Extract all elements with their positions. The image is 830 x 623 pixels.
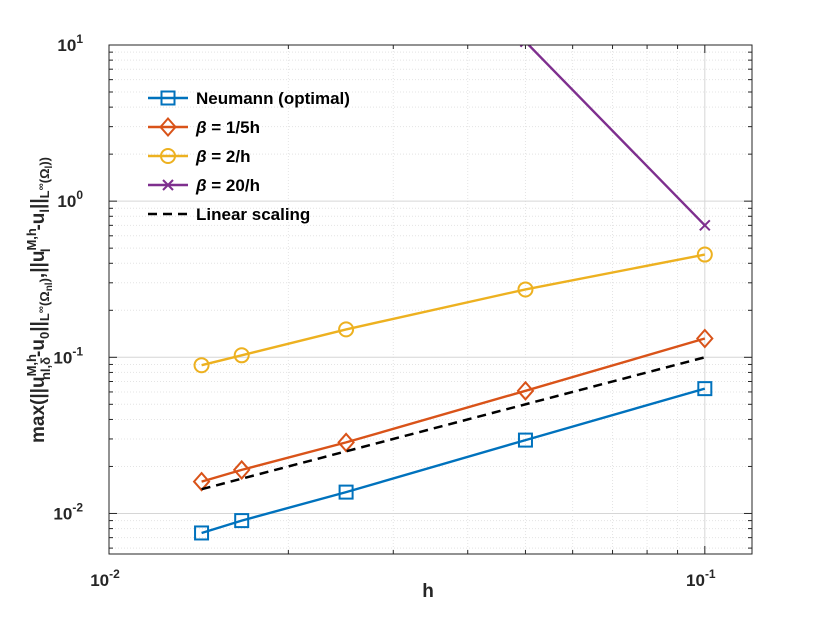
series-line xyxy=(201,337,706,483)
series-line xyxy=(201,387,706,535)
data-point xyxy=(338,321,355,338)
data-point xyxy=(517,281,534,298)
legend-item: β = 2/h xyxy=(148,147,251,166)
y-tick-label: 101 xyxy=(57,32,83,55)
legend: Neumann (optimal) β = 1/5h β = 2/h β = 20/h… xyxy=(148,89,350,224)
data-point xyxy=(338,484,354,500)
marker-stroke xyxy=(162,179,174,191)
x-tick-label: 10-2 xyxy=(90,567,120,590)
data-point xyxy=(194,525,210,541)
series-4 xyxy=(201,356,706,491)
legend-marker xyxy=(160,90,176,106)
x-axis-label: h xyxy=(422,581,434,602)
data-point xyxy=(234,513,250,529)
y-tick-label: 10-2 xyxy=(53,500,83,523)
data-point xyxy=(232,459,251,480)
series-line xyxy=(201,253,706,367)
legend-item: Neumann (optimal) xyxy=(148,89,350,108)
legend-marker xyxy=(162,179,174,191)
series-0 xyxy=(194,381,713,541)
data-point xyxy=(193,357,210,374)
y-tick-label: 10-1 xyxy=(53,344,83,367)
data-point xyxy=(695,328,714,349)
series-1 xyxy=(192,328,714,492)
legend-item: β = 1/5h xyxy=(148,116,260,138)
data-point xyxy=(699,219,711,232)
x-tick-labels: 10-2 10-1 xyxy=(90,567,716,590)
legend-item: Linear scaling xyxy=(148,205,310,224)
series-layer xyxy=(192,45,714,541)
legend-label: Linear scaling xyxy=(196,205,310,224)
plot-area xyxy=(109,45,752,554)
data-point xyxy=(516,380,535,401)
data-point xyxy=(192,471,211,492)
legend-label: β = 1/5h xyxy=(195,118,260,137)
legend-marker xyxy=(160,148,176,164)
ticks xyxy=(108,44,752,554)
legend-label: Neumann (optimal) xyxy=(196,89,350,108)
marker-stroke xyxy=(699,219,711,232)
legend-label: β = 2/h xyxy=(195,147,251,166)
y-axis-label: max(||uM,hnl,δ-u0||L∞(Ωnl),||uM,hl-ul||L… xyxy=(24,157,55,443)
data-point xyxy=(337,432,355,453)
data-point xyxy=(697,381,713,397)
legend-label: β = 20/h xyxy=(195,176,260,195)
axes-box xyxy=(108,44,753,555)
series-line xyxy=(527,45,706,227)
series-line xyxy=(201,356,706,491)
series-2 xyxy=(193,246,713,374)
legend-marker xyxy=(159,116,177,138)
y-tick-label: 100 xyxy=(57,188,83,211)
data-point xyxy=(233,347,250,364)
legend-item: β = 20/h xyxy=(148,176,260,195)
data-point xyxy=(696,246,713,263)
y-tick-labels: 10-2 10-1 100 101 xyxy=(53,32,83,523)
data-point xyxy=(517,432,533,448)
x-tick-label: 10-1 xyxy=(686,567,716,590)
